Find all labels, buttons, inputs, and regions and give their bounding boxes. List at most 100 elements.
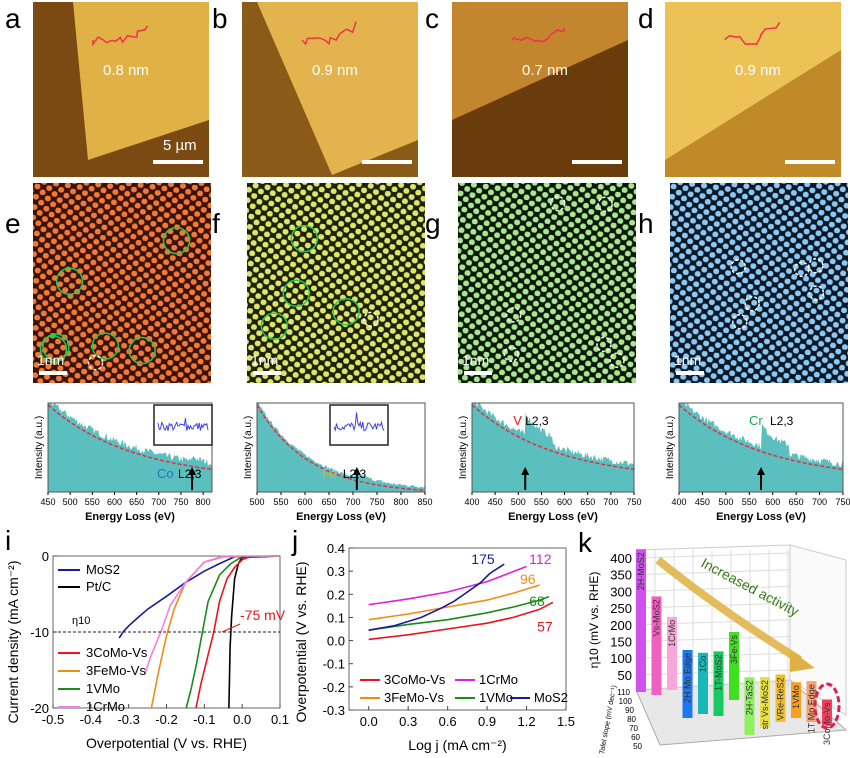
- vacancy-circle: [505, 307, 522, 323]
- dopant-circle: [39, 335, 68, 363]
- bar-1CrMo: [667, 616, 677, 690]
- afm-flake: [665, 2, 841, 160]
- x-tick-label: 0.0: [360, 714, 378, 729]
- background-fit: [47, 404, 213, 471]
- y-tick-label: 80: [627, 715, 636, 724]
- vacancy-circle: [609, 352, 625, 368]
- x-tick-label: 0.1: [271, 712, 289, 727]
- y-axis-label: Intensity (a.u.): [243, 416, 254, 479]
- panel-letter-h: h: [638, 208, 654, 239]
- inset-trace: [157, 418, 209, 432]
- x-tick-label: 800: [393, 497, 408, 507]
- scale-bar: [785, 160, 835, 164]
- bar-label: 1CrMo: [667, 620, 677, 647]
- x-tick-label: 700: [151, 497, 166, 507]
- x-axis-label: Log j (mA cm⁻²): [408, 737, 506, 753]
- y-tick-label: 110: [617, 688, 630, 697]
- bar-1T Mo Edge: [806, 681, 817, 722]
- series-line-3FeMo-Vs: [368, 584, 540, 621]
- bar-1Co: [698, 652, 708, 714]
- series-line-1VMo: [185, 555, 281, 709]
- x-tick-label: 400: [464, 497, 479, 507]
- grid-line: [635, 569, 791, 576]
- bar-2H-MoS2: [636, 549, 646, 692]
- activity-arrow-head: [790, 650, 815, 672]
- bar-label: Vs-MoS2: [652, 599, 662, 636]
- vacancy-circle: [808, 257, 824, 274]
- height-profile-trace: [92, 25, 149, 47]
- legend-label: 3FeMo-Vs: [384, 690, 444, 705]
- inset-spectrum: [153, 404, 213, 446]
- arrow-head: [757, 467, 765, 475]
- legend-label: 1CrMo: [479, 672, 518, 687]
- stem-image-g: 1nm: [458, 183, 636, 383]
- bar-VRe-ReS2: [775, 674, 786, 722]
- chart-i: -0.5 -0.4 -0.3 -0.2 -0.1 0.0 0.1 0 -10 -20 Overpot…: [5, 549, 289, 751]
- vacancy-circle: [732, 313, 748, 330]
- afm-image-c: 0.7 nm: [452, 2, 628, 177]
- z-tick-label: 150: [610, 635, 632, 650]
- series-line-1VMo: [368, 595, 550, 631]
- vacancy-circle: [87, 354, 104, 371]
- bar-label: str Vs-MoS2: [760, 680, 770, 730]
- x-tick-label: 500: [511, 497, 526, 507]
- legend-label: 3CoMo-Vs: [86, 645, 148, 660]
- x-tick-label: 650: [789, 497, 804, 507]
- x-tick-label: 0.9: [478, 714, 496, 729]
- background-fit: [256, 404, 426, 492]
- x-tick-label: 750: [835, 497, 850, 507]
- lattice: [670, 183, 848, 383]
- x-tick-label: 550: [273, 497, 288, 507]
- y-tick-label: 0.3: [327, 564, 345, 579]
- x-tick-label: 550: [534, 497, 549, 507]
- series-line-3CoMo-Vs: [368, 601, 554, 641]
- x-tick-label: 450: [695, 497, 710, 507]
- x-tick-label: 700: [603, 497, 618, 507]
- vacancy-circle: [730, 259, 746, 275]
- dopant-circle: [55, 267, 84, 296]
- afm-image-a: 0.8 nm 5 µm: [33, 2, 209, 177]
- spectrum-area: [679, 403, 843, 492]
- inset-trace: [333, 412, 385, 432]
- vacancy-circle: [596, 336, 612, 353]
- x-tick-label: 600: [557, 497, 572, 507]
- x-tick-label: 700: [345, 497, 360, 507]
- afm-flake: [452, 2, 628, 120]
- series-line-MoS2: [118, 555, 281, 639]
- series-line-MoS2: [368, 563, 505, 631]
- tafel-slope-label: 96: [520, 571, 536, 587]
- y-tick-label: -0.1: [323, 657, 345, 672]
- arrow-head: [352, 467, 361, 475]
- eels-chart-e: Co L2,3 450 500 550 600 650 700 750 800 Energy Los…: [34, 402, 213, 523]
- x-tick-label: 550: [85, 497, 100, 507]
- eels-chart-h: Cr L2,3 400 450 500 550 600 650 700 750 Energy Los…: [665, 402, 850, 523]
- panel-letter-j: j: [291, 525, 298, 556]
- series-line-1CrMo: [368, 565, 527, 606]
- x-tick-label: 500: [63, 497, 78, 507]
- arrow-head: [188, 467, 197, 475]
- x-tick-label: 1.5: [557, 714, 575, 729]
- dopant-circle: [91, 332, 120, 360]
- afm-image-d: 0.9 nm: [665, 2, 841, 177]
- height-profile-trace: [511, 27, 566, 43]
- legend-label: 1VMo: [479, 690, 513, 705]
- legend-label: 1CrMo: [86, 699, 125, 714]
- background-fit: [471, 404, 635, 471]
- reference-label: η10: [72, 615, 90, 627]
- vacancy-circle: [744, 295, 760, 312]
- eels-chart-g: V L2,3 400 450 500 550 600 650 700 750 Energy Loss…: [458, 402, 642, 523]
- x-tick-label: 600: [297, 497, 312, 507]
- y-tick-label: 0.0: [327, 634, 345, 649]
- series-line-1CrMo: [143, 555, 280, 675]
- chart-k: 400350300250200150100501101009080706050η…: [587, 544, 848, 755]
- scale-bar: [253, 371, 281, 375]
- bar-label: 1Co: [698, 656, 708, 673]
- scale-bar: [676, 371, 704, 375]
- panel-letter-e: e: [5, 208, 21, 239]
- x-axis-label: Energy Loss (eV): [296, 511, 386, 523]
- scale-label: 5 µm: [163, 137, 197, 154]
- scale-label: 1nm: [462, 352, 489, 368]
- dopant-circle: [128, 336, 156, 365]
- bar-label: 1VMo: [791, 685, 801, 709]
